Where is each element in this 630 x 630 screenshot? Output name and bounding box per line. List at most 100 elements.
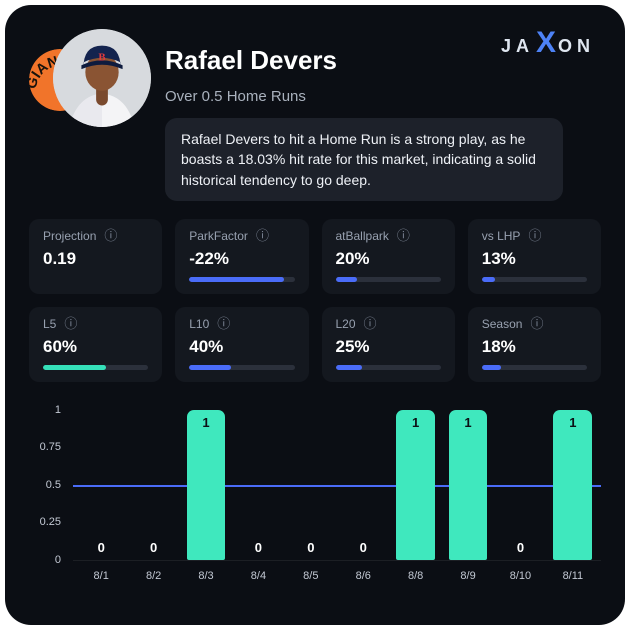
progress-track bbox=[335, 364, 441, 370]
app-panel: JA X ON GIANTS bbox=[5, 5, 625, 625]
stat-card-l5: L5 ⓘ 60% bbox=[29, 306, 163, 382]
info-icon[interactable]: ⓘ bbox=[528, 228, 542, 244]
info-icon[interactable]: ⓘ bbox=[396, 228, 410, 244]
stat-card-atballpark: atBallpark ⓘ 20% bbox=[321, 218, 455, 294]
x-tick: 8/10 bbox=[509, 569, 532, 582]
stat-card-l10: L10 ⓘ 40% bbox=[175, 306, 309, 382]
insight-card: Rafael Devers to hit a Home Run is a str… bbox=[165, 118, 563, 201]
stat-value: 18% bbox=[481, 336, 516, 356]
chart-column: 1 1 bbox=[389, 409, 441, 560]
market-subtitle: Over 0.5 Home Runs bbox=[165, 88, 306, 105]
zero-value-label: 0 bbox=[359, 539, 367, 555]
svg-text:B: B bbox=[98, 51, 105, 63]
info-icon[interactable]: ⓘ bbox=[363, 316, 377, 332]
zero-value-label: 0 bbox=[97, 539, 105, 555]
x-axis-labels: 8/1 8/2 8/3 8/4 8/5 8/6 8/8 8/9 8/10 8/1… bbox=[73, 570, 601, 582]
zero-value-label: 0 bbox=[516, 539, 525, 555]
progress-fill bbox=[481, 276, 496, 282]
hit-chart: 1 0.75 0.5 0.25 0 0 0 0 0 bbox=[29, 403, 601, 582]
x-tick: 8/9 bbox=[460, 569, 476, 582]
x-tick: 8/1 bbox=[93, 569, 109, 582]
stat-label: L20 bbox=[335, 316, 356, 331]
info-icon[interactable]: ⓘ bbox=[217, 316, 231, 332]
x-tick: 8/6 bbox=[355, 569, 371, 582]
brand-logo-prefix: JA bbox=[500, 36, 534, 56]
x-tick: 8/11 bbox=[562, 569, 584, 582]
plot: 0 0 0 0 1 1 0 0 bbox=[73, 409, 601, 561]
stat-label: L5 bbox=[43, 316, 57, 331]
zero-value-label: 0 bbox=[307, 539, 315, 555]
progress-track bbox=[43, 364, 149, 370]
chart-bar: 1 bbox=[448, 409, 488, 560]
chart-column: 1 1 bbox=[442, 409, 494, 560]
chart-column: 0 0 bbox=[494, 410, 546, 560]
stat-value: 20% bbox=[335, 248, 370, 268]
stat-label: L10 bbox=[189, 316, 210, 331]
stat-value: 13% bbox=[481, 248, 516, 268]
x-tick: 8/2 bbox=[145, 569, 162, 582]
stat-label: vs LHP bbox=[481, 228, 521, 243]
progress-fill bbox=[189, 276, 284, 282]
stat-card-season: Season ⓘ 18% bbox=[467, 306, 601, 382]
stat-label: Season bbox=[481, 316, 523, 331]
progress-fill bbox=[335, 276, 357, 282]
x-tick: 8/8 bbox=[407, 569, 424, 582]
bar-value-label: 1 bbox=[412, 414, 420, 430]
progress-fill bbox=[481, 364, 501, 370]
chart-column: 0 0 bbox=[232, 410, 284, 560]
y-axis: 1 0.75 0.5 0.25 0 bbox=[39, 403, 61, 566]
chart-column: 0 0 bbox=[285, 410, 337, 560]
info-icon[interactable]: ⓘ bbox=[530, 316, 544, 332]
brand-logo: JA X ON bbox=[500, 26, 595, 59]
x-tick: 8/3 bbox=[198, 569, 214, 582]
x-tick: 8/4 bbox=[250, 569, 267, 582]
chart-column: 0 0 bbox=[337, 410, 389, 560]
player-header: GIANTS bbox=[29, 21, 601, 201]
stat-value: 40% bbox=[189, 336, 224, 356]
info-icon[interactable]: ⓘ bbox=[104, 228, 118, 244]
chart-column: 1 1 bbox=[180, 409, 232, 560]
progress-track bbox=[189, 276, 295, 282]
header-main: Rafael Devers Over 0.5 Home Runs Rafael … bbox=[165, 21, 601, 201]
chart-column: 0 0 bbox=[127, 410, 179, 560]
brand-x-icon: X bbox=[535, 26, 556, 59]
stat-card-projection: Projection ⓘ 0.19 bbox=[29, 218, 163, 294]
progress-fill bbox=[189, 364, 232, 370]
info-icon[interactable]: ⓘ bbox=[64, 316, 78, 332]
player-avatar: B bbox=[53, 29, 151, 127]
stat-label: Projection bbox=[43, 228, 97, 243]
progress-track bbox=[189, 364, 295, 370]
bar-value-label: 1 bbox=[464, 414, 472, 430]
stat-value: -22% bbox=[189, 248, 229, 268]
stat-value: 0.19 bbox=[43, 248, 77, 268]
zero-value-label: 0 bbox=[254, 539, 263, 555]
progress-track bbox=[481, 364, 587, 370]
bar-value-label: 1 bbox=[202, 414, 210, 430]
stat-card-vs-lhp: vs LHP ⓘ 13% bbox=[467, 218, 601, 294]
page-title: Rafael Devers bbox=[165, 45, 337, 75]
progress-track bbox=[335, 276, 441, 282]
chart-column: 0 0 bbox=[75, 410, 127, 560]
progress-fill bbox=[335, 364, 362, 370]
reference-line bbox=[73, 484, 601, 487]
chart-bar: 1 bbox=[186, 409, 226, 560]
stat-value: 60% bbox=[43, 336, 78, 356]
stat-card-parkfactor: ParkFactor ⓘ -22% bbox=[175, 218, 309, 294]
bar-value-label: 1 bbox=[569, 414, 577, 430]
chart-column: 1 1 bbox=[547, 409, 599, 560]
stat-label: ParkFactor bbox=[189, 228, 248, 243]
info-icon[interactable]: ⓘ bbox=[255, 228, 269, 244]
brand-logo-suffix: ON bbox=[558, 36, 595, 56]
progress-track bbox=[481, 276, 587, 282]
avatar-group: GIANTS bbox=[29, 21, 151, 137]
stat-card-l20: L20 ⓘ 25% bbox=[321, 306, 455, 382]
stat-value: 25% bbox=[335, 336, 370, 356]
plot-area: 0 0 0 0 1 1 0 0 bbox=[73, 409, 601, 582]
zero-value-label: 0 bbox=[149, 539, 158, 555]
stats-grid: Projection ⓘ 0.19 ParkFactor ⓘ -22% atBa… bbox=[29, 218, 601, 382]
progress-fill bbox=[43, 364, 107, 370]
chart-bar: 1 bbox=[396, 409, 436, 560]
stat-label: atBallpark bbox=[335, 228, 389, 243]
chart-bar: 1 bbox=[553, 409, 593, 560]
